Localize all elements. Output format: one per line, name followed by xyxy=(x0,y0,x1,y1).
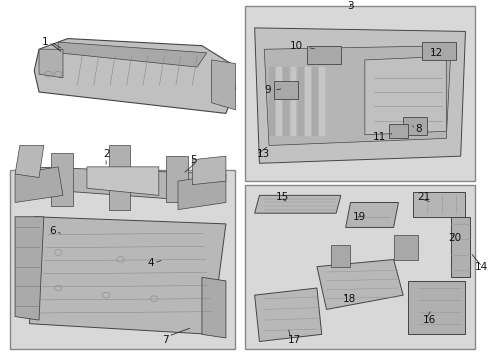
Polygon shape xyxy=(255,195,341,213)
Polygon shape xyxy=(34,39,236,113)
Polygon shape xyxy=(393,235,417,260)
Bar xyxy=(245,6,475,181)
Polygon shape xyxy=(451,217,470,277)
Polygon shape xyxy=(39,49,63,78)
Text: 5: 5 xyxy=(191,155,197,165)
Text: 14: 14 xyxy=(475,262,489,272)
Polygon shape xyxy=(422,42,456,60)
Polygon shape xyxy=(403,117,427,135)
Text: 10: 10 xyxy=(290,41,302,51)
Polygon shape xyxy=(389,124,408,138)
Text: 3: 3 xyxy=(347,1,354,12)
Text: 21: 21 xyxy=(417,192,431,202)
Polygon shape xyxy=(29,217,226,334)
Polygon shape xyxy=(193,156,226,185)
Polygon shape xyxy=(345,202,398,228)
Text: 6: 6 xyxy=(49,226,56,236)
Polygon shape xyxy=(15,217,44,320)
Polygon shape xyxy=(317,260,403,309)
Polygon shape xyxy=(274,81,298,99)
Text: 19: 19 xyxy=(353,212,366,222)
Text: 11: 11 xyxy=(373,131,387,141)
Text: 4: 4 xyxy=(147,258,154,268)
Text: 1: 1 xyxy=(42,37,49,47)
Text: 9: 9 xyxy=(265,85,271,95)
Polygon shape xyxy=(264,46,451,145)
Text: 16: 16 xyxy=(422,315,436,325)
Polygon shape xyxy=(365,57,446,135)
Text: 8: 8 xyxy=(415,125,422,134)
Polygon shape xyxy=(58,42,207,67)
Text: 12: 12 xyxy=(430,48,443,58)
Text: 13: 13 xyxy=(257,149,270,159)
Text: 15: 15 xyxy=(276,192,290,202)
Polygon shape xyxy=(87,167,159,195)
Polygon shape xyxy=(108,145,130,210)
Text: 20: 20 xyxy=(449,233,462,243)
Polygon shape xyxy=(178,174,226,210)
Polygon shape xyxy=(202,277,226,338)
Polygon shape xyxy=(255,28,466,163)
Polygon shape xyxy=(15,167,63,202)
Text: 17: 17 xyxy=(288,335,301,345)
Polygon shape xyxy=(255,288,322,342)
Text: 7: 7 xyxy=(162,335,169,345)
Polygon shape xyxy=(413,192,466,217)
Polygon shape xyxy=(307,46,341,63)
Polygon shape xyxy=(15,145,44,177)
Polygon shape xyxy=(408,281,465,334)
Polygon shape xyxy=(212,60,236,110)
Bar xyxy=(10,170,236,348)
Polygon shape xyxy=(331,245,350,267)
Polygon shape xyxy=(51,153,73,206)
Polygon shape xyxy=(166,156,188,202)
Polygon shape xyxy=(24,167,226,202)
Text: 2: 2 xyxy=(103,149,109,159)
Text: 18: 18 xyxy=(343,294,357,304)
Bar xyxy=(245,185,475,348)
